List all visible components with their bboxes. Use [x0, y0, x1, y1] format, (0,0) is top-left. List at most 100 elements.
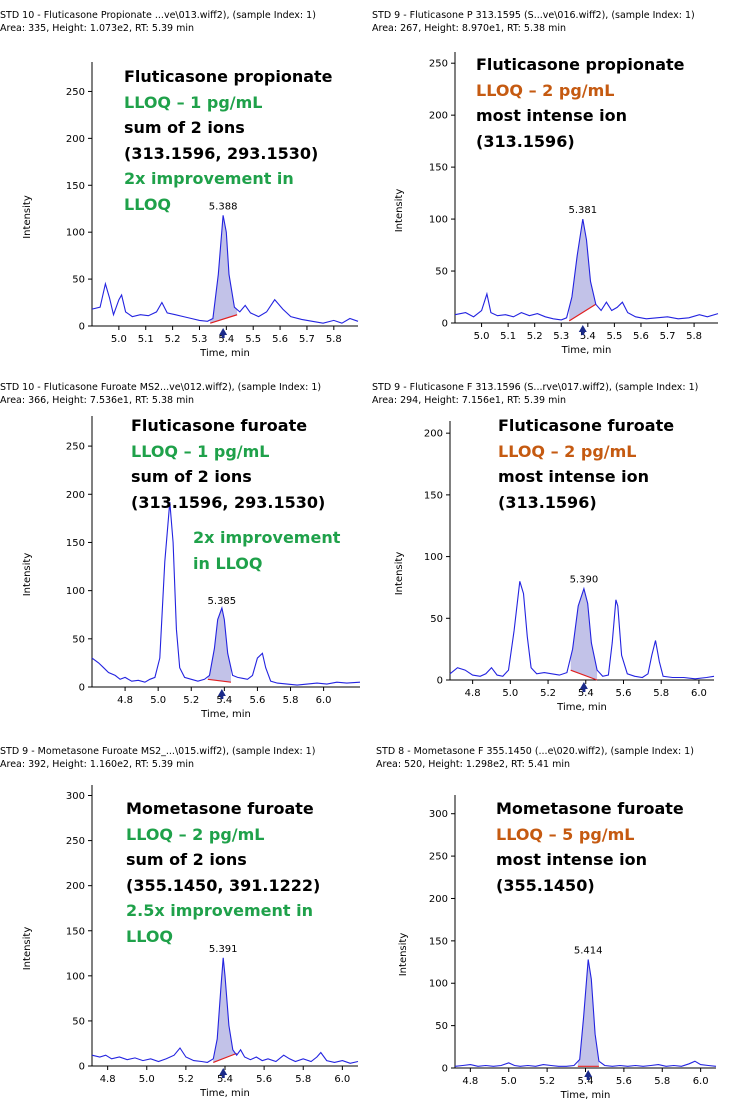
x-tick-label: 5.8 [326, 334, 342, 345]
annotation-line: LLOQ – 1 pg/mL [131, 441, 270, 461]
annotation-block: Fluticasone propionate LLOQ – 1 pg/mL sum … [124, 64, 333, 217]
y-tick-label: 200 [66, 881, 85, 892]
x-tick-label: 5.2 [539, 1076, 555, 1087]
peak-rt-label: 5.391 [209, 944, 238, 955]
x-tick-label: 5.2 [527, 331, 543, 342]
rt-marker-stem [221, 334, 225, 338]
rt-marker-stem [220, 695, 224, 699]
chromatogram-chart: 0 50 100 150 200 250 300 4.8 5.0 5.2 5.4 5.6 5.8 6.0 T… [398, 795, 717, 1101]
integration-baseline [570, 669, 598, 681]
y-tick-label: 50 [435, 267, 448, 278]
rt-marker-stem [221, 1074, 225, 1078]
annotation-line: (355.1450) [496, 875, 595, 895]
annotation-line: in LLOQ [193, 553, 263, 573]
integration-baseline [213, 1052, 237, 1063]
y-tick-label: 50 [72, 275, 85, 286]
chromatogram-trace [91, 957, 359, 1064]
integration-baseline [210, 314, 238, 324]
panel-header-stats: Area: 520, Height: 1.298e2, RT: 5.41 min [376, 759, 570, 770]
x-tick-label: 5.4 [217, 1074, 233, 1085]
y-tick-label: 50 [72, 1016, 85, 1027]
y-tick-label: 200 [429, 111, 448, 122]
y-axis-label: Intensity [22, 927, 33, 971]
panel-header-stats: Area: 366, Height: 7.536e1, RT: 5.38 min [0, 395, 194, 406]
peak-rt-label: 5.381 [568, 205, 597, 216]
x-tick-label: 6.0 [316, 695, 332, 706]
peak-rt-label: 5.390 [570, 575, 599, 586]
panel-header-title: STD 9 - Fluticasone P 313.1595 (S...ve\0… [372, 10, 695, 21]
annotation-block: Fluticasone furoate LLOQ – 2 pg/mL most in… [498, 413, 674, 515]
x-tick-label: 5.4 [218, 334, 234, 345]
x-tick-label: 5.0 [111, 334, 127, 345]
peak-rt-label: 5.388 [209, 201, 238, 212]
x-tick-label: 5.3 [553, 331, 569, 342]
y-tick-label: 100 [424, 552, 443, 563]
x-tick-label: 4.8 [117, 695, 133, 706]
x-tick-label: 4.8 [100, 1074, 116, 1085]
peak-area-fill [207, 608, 231, 683]
x-tick-label: 5.6 [256, 1074, 272, 1085]
annotation-line: 2x improvement [193, 528, 341, 547]
y-tick-label: 150 [424, 490, 443, 501]
chromatogram-trace [449, 581, 715, 680]
y-tick-label: 150 [429, 163, 448, 174]
rt-marker-stem [586, 1076, 590, 1080]
annotation-line: sum of 2 ions [124, 118, 245, 137]
x-tick-label: 5.6 [272, 334, 288, 345]
y-tick-label: 100 [66, 586, 85, 597]
panel-header-stats: Area: 294, Height: 7.156e1, RT: 5.39 min [372, 395, 566, 406]
x-tick-label: 5.0 [502, 688, 518, 699]
y-tick-label: 50 [430, 614, 443, 625]
annotation-line: LLOQ – 2 pg/mL [498, 441, 637, 461]
chromatogram-panel-5: STD 9 - Mometasone Furoate MS2_...\015.w… [0, 746, 370, 1118]
x-tick-label: 5.8 [686, 331, 702, 342]
annotation-block-improvement: 2x improvement in LLOQ [193, 525, 340, 576]
x-tick-label: 5.4 [580, 331, 596, 342]
panel-header-stats: Area: 267, Height: 8.970e1, RT: 5.38 min [372, 23, 566, 34]
annotation-line: Fluticasone propionate [124, 67, 333, 86]
y-tick-label: 250 [429, 59, 448, 70]
y-tick-label: 100 [66, 228, 85, 239]
peak-rt-label: 5.414 [574, 946, 603, 957]
y-tick-label: 200 [424, 429, 443, 440]
rt-marker-arrow-icon [217, 689, 226, 696]
annotation-block: Fluticasone furoate LLOQ – 1 pg/mL sum of … [131, 413, 325, 515]
chromatogram-chart: 0 50 100 150 200 250 5.0 5.1 5.2 5.3 5.4 5.5 5.6 5.7 5… [394, 52, 719, 356]
x-tick-label: 5.0 [150, 695, 166, 706]
y-axis-label: Intensity [22, 195, 33, 239]
chromatogram-panel-4: STD 9 - Fluticasone F 313.1596 (S...rve\… [372, 382, 742, 754]
x-axis-label: Time, min [200, 709, 251, 720]
annotation-line: most intense ion [476, 106, 627, 125]
chromatogram-chart: 0 50 100 150 200 250 4.8 5.0 5.2 5.4 5.6 5.8 6.0 Time… [22, 416, 361, 720]
peak-rt-label: 5.385 [208, 596, 237, 607]
y-tick-label: 0 [79, 683, 85, 694]
rt-marker-arrow-icon [584, 1070, 593, 1077]
x-tick-label: 5.0 [474, 331, 490, 342]
x-tick-label: 5.4 [216, 695, 232, 706]
y-tick-label: 50 [72, 634, 85, 645]
x-tick-label: 5.4 [578, 1076, 594, 1087]
chromatogram-panel-1: STD 10 - Fluticasone Propionate ...ve\01… [0, 10, 370, 382]
annotation-line: LLOQ – 5 pg/mL [496, 824, 635, 844]
chromatogram-panel-2: STD 9 - Fluticasone P 313.1595 (S...ve\0… [372, 10, 742, 382]
x-tick-label: 5.6 [633, 331, 649, 342]
y-tick-label: 250 [66, 87, 85, 98]
rt-marker-arrow-icon [219, 1068, 228, 1075]
x-tick-label: 4.8 [465, 688, 481, 699]
x-tick-label: 5.0 [501, 1076, 517, 1087]
annotation-line: Fluticasone propionate [476, 55, 685, 74]
annotation-block: Fluticasone propionate LLOQ – 2 pg/mL most… [476, 52, 685, 154]
chromatogram-trace [91, 215, 359, 324]
annotation-line: Mometasone furoate [496, 799, 684, 818]
y-tick-label: 0 [437, 676, 443, 687]
chromatogram-trace [91, 501, 361, 686]
annotation-line: sum of 2 ions [131, 467, 252, 486]
y-tick-label: 0 [442, 319, 448, 330]
panel-header-stats: Area: 335, Height: 1.073e2, RT: 5.39 min [0, 23, 194, 34]
chromatogram-chart: 0 50 100 150 200 250 5.0 5.1 5.2 5.3 5.4 5.5 5.6 5.7 5… [22, 62, 359, 359]
annotation-line: most intense ion [498, 467, 649, 486]
panel-header-title: STD 9 - Fluticasone F 313.1596 (S...rve\… [372, 382, 699, 393]
y-tick-label: 150 [66, 926, 85, 937]
y-axis-label: Intensity [394, 189, 405, 233]
annotation-line: (313.1596) [476, 131, 575, 151]
